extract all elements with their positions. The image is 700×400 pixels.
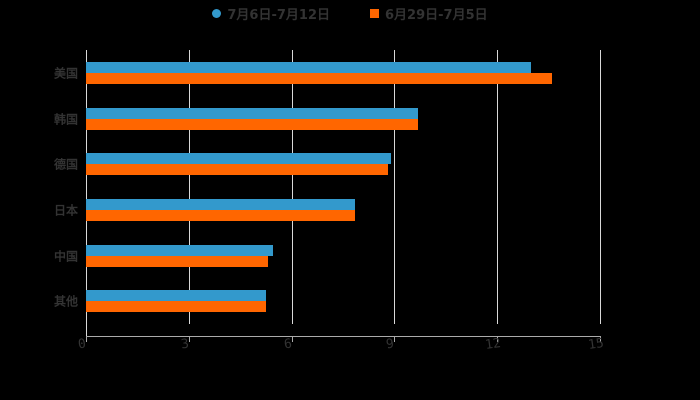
bar[interactable]: [86, 107, 419, 119]
x-tick: [291, 336, 293, 342]
bar[interactable]: [86, 244, 273, 256]
bar[interactable]: [86, 61, 532, 73]
gridline: [188, 50, 190, 324]
bar[interactable]: [86, 209, 355, 221]
legend-item-series-1[interactable]: 7月6日-7月12日: [212, 4, 330, 23]
gridline: [394, 50, 396, 324]
plot-area: [86, 50, 601, 336]
x-tick-label: 3: [179, 336, 190, 353]
bar[interactable]: [86, 164, 388, 176]
category-label: 德国: [53, 157, 78, 172]
legend-item-series-2[interactable]: 6月29日-7月5日: [370, 4, 488, 23]
bar[interactable]: [86, 290, 266, 302]
x-axis-line: [86, 336, 601, 337]
legend-circle-icon: [212, 8, 222, 18]
x-tick: [600, 336, 601, 342]
category-label: 美国: [53, 66, 78, 81]
x-tick-label: 15: [587, 335, 605, 354]
gridline: [497, 50, 499, 324]
legend: 7月6日-7月12日 6月29日-7月5日: [0, 4, 700, 23]
x-tick: [86, 336, 87, 342]
x-tick: [497, 336, 499, 342]
category-label: 中国: [53, 249, 78, 263]
bar[interactable]: [86, 198, 355, 210]
x-tick: [188, 336, 190, 342]
bar[interactable]: [86, 255, 268, 267]
legend-label: 7月6日-7月12日: [227, 7, 330, 23]
x-tick: [394, 336, 396, 342]
gridline: [600, 50, 601, 324]
bar[interactable]: [86, 153, 391, 165]
bar[interactable]: [86, 301, 266, 313]
legend-label: 6月29日-7月5日: [385, 7, 488, 23]
gridline: [291, 50, 293, 324]
y-axis-line: [86, 50, 87, 336]
bar[interactable]: [86, 118, 419, 130]
category-label: 其他: [53, 294, 78, 309]
x-tick-label: 12: [484, 335, 502, 354]
category-label: 日本: [53, 203, 78, 218]
bar[interactable]: [86, 72, 553, 84]
category-label: 韩国: [53, 112, 78, 126]
legend-square-icon: [370, 8, 379, 18]
x-tick-label: 6: [282, 336, 293, 353]
